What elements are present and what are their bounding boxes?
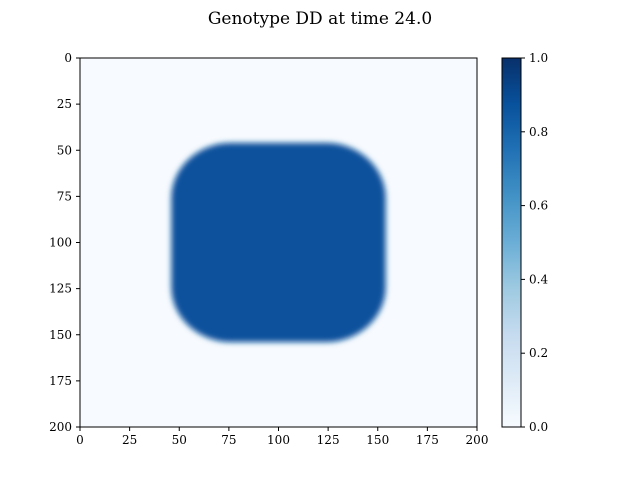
y-tick-label: 0	[64, 51, 72, 65]
y-tick-label: 200	[49, 420, 72, 434]
colorbar-tick-label: 0.6	[529, 199, 548, 213]
heatmap-region-0	[171, 142, 386, 343]
y-tick-label: 75	[57, 189, 72, 203]
colorbar-tick-label: 0.8	[529, 125, 548, 139]
plot-area: 0 25 50 75 100 125 150 175 200 0 25 50 75 100 125 150 1…	[49, 51, 488, 447]
y-tick-label: 50	[57, 143, 72, 157]
y-tick-label: 175	[49, 374, 72, 388]
x-tick-label: 200	[466, 433, 489, 447]
x-tick-label: 0	[76, 433, 84, 447]
colorbar-tick-label: 1.0	[529, 51, 548, 65]
y-tick-label: 100	[49, 236, 72, 250]
colorbar-gradient	[501, 57, 522, 428]
x-tick-label: 125	[317, 433, 340, 447]
colorbar-axis: 0.0 0.2 0.4 0.6 0.8 1.0	[521, 51, 548, 434]
y-tick-label: 125	[49, 282, 72, 296]
y-tick-label: 150	[49, 328, 72, 342]
x-tick-label: 75	[221, 433, 236, 447]
x-tick-label: 175	[416, 433, 439, 447]
colorbar-tick-label: 0.0	[529, 420, 548, 434]
x-tick-label: 100	[267, 433, 290, 447]
colorbar-tick-label: 0.2	[529, 346, 548, 360]
x-axis: 0 25 50 75 100 125 150 175 200	[76, 427, 488, 447]
x-tick-label: 50	[172, 433, 187, 447]
x-tick-label: 25	[122, 433, 137, 447]
colorbar-tick-label: 0.4	[529, 272, 548, 286]
x-tick-label: 150	[366, 433, 389, 447]
chart-title: Genotype DD at time 24.0	[208, 9, 432, 29]
colorbar: 0.0 0.2 0.4 0.6 0.8 1.0	[501, 51, 548, 434]
y-tick-label: 25	[57, 97, 72, 111]
y-axis: 0 25 50 75 100 125 150 175 200	[49, 51, 80, 434]
